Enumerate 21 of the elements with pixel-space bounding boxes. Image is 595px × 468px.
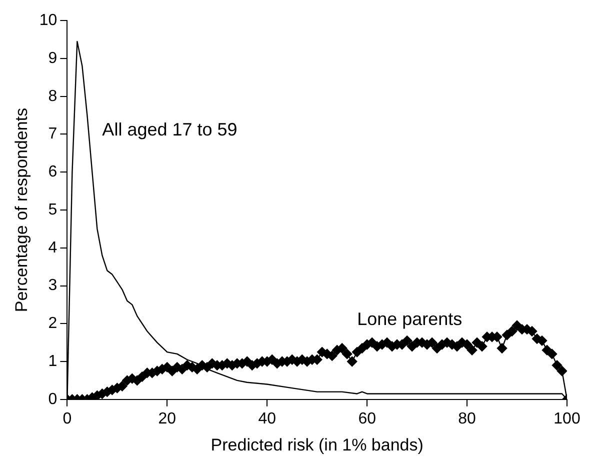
y-tick-label: 5 <box>48 201 58 218</box>
y-tick-label: 1 <box>48 352 58 370</box>
x-tick-label: 20 <box>158 410 176 428</box>
x-tick-label: 60 <box>358 410 376 428</box>
x-tick-label: 40 <box>258 410 276 428</box>
y-tick-label: 4 <box>48 239 58 256</box>
y-axis-title: Percentage of respondents <box>12 108 31 312</box>
y-tick-label: 9 <box>48 50 58 67</box>
x-tick-label: 100 <box>554 410 580 428</box>
x-tick-label: 80 <box>458 410 476 428</box>
x-axis-title: Predicted risk (in 1% bands) <box>210 435 424 454</box>
series-label: All aged 17 to 59 <box>102 119 238 140</box>
y-tick-label: 10 <box>39 12 58 30</box>
x-tick-label: 0 <box>62 410 72 428</box>
y-tick-label: 3 <box>48 277 58 294</box>
y-tick-label: 7 <box>48 126 58 143</box>
series-label: Lone parents <box>357 308 462 329</box>
y-tick-label: 0 <box>48 390 58 408</box>
y-tick-label: 2 <box>48 315 58 332</box>
y-tick-label: 6 <box>48 164 58 181</box>
y-tick-label: 8 <box>48 88 58 105</box>
